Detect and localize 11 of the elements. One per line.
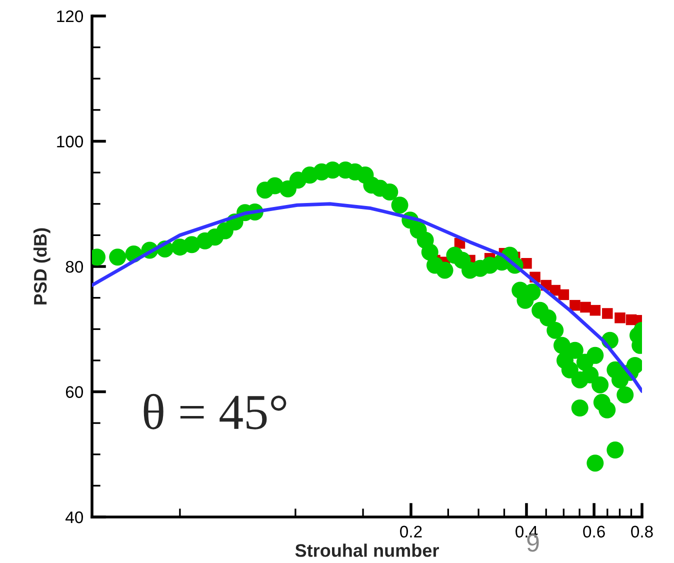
y-tick-label: 80 [66,260,84,273]
x-tick-label: 0.6 [583,526,605,538]
x-tick-label: 0.8 [631,526,653,538]
y-axis-title: PSD (dB) [33,228,50,304]
annotation: θ = 45° [144,394,286,430]
y-tick-label: 100 [57,136,84,148]
x-axis-title: Strouhal number [295,544,439,557]
x-tick-label: 0.2 [400,526,422,538]
y-tick-label: 120 [57,10,84,22]
y-tick-label: 60 [66,386,84,398]
y-tick-label: 40 [66,511,84,524]
